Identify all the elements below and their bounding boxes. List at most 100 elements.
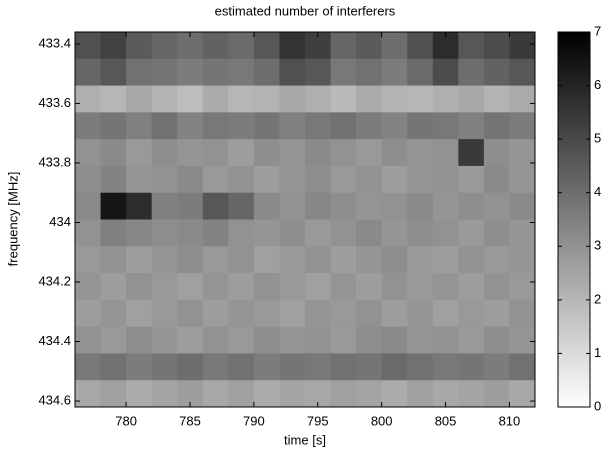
y-tick-label: 434.6 — [38, 392, 71, 407]
heatmap-cell — [279, 299, 306, 328]
heatmap-cell — [483, 273, 510, 301]
heatmap-cell — [228, 326, 255, 354]
heatmap-cell — [407, 246, 434, 274]
heatmap-cell — [509, 165, 536, 194]
heatmap-cell — [330, 326, 357, 354]
heatmap-cell — [356, 380, 383, 408]
heatmap-cell — [151, 139, 178, 167]
heatmap-cell — [253, 353, 280, 381]
heatmap-cell — [483, 139, 510, 167]
heatmap-cell — [228, 219, 255, 247]
heatmap-cell — [330, 299, 357, 328]
heatmap-cell — [305, 192, 332, 220]
heatmap-cell — [305, 58, 332, 87]
heatmap-cell — [100, 380, 127, 408]
heatmap-cell — [253, 219, 280, 247]
heatmap-cell — [381, 32, 408, 60]
heatmap-cell — [253, 32, 280, 60]
heatmap-cell — [75, 246, 102, 274]
heatmap-cell — [151, 219, 178, 247]
y-tick-label: 434.2 — [38, 273, 71, 288]
x-tick-label: 800 — [371, 413, 393, 428]
heatmap-cell — [509, 192, 536, 220]
heatmap-cell — [75, 353, 102, 381]
heatmap-cell — [458, 380, 485, 408]
y-tick-label: 434 — [49, 214, 71, 229]
x-tick-label: 780 — [115, 413, 137, 428]
heatmap-cell — [407, 112, 434, 140]
heatmap-cell — [279, 219, 306, 247]
heatmap-cell — [228, 192, 255, 220]
heatmap-cell — [202, 165, 229, 194]
heatmap-cell — [100, 192, 127, 220]
y-tick-label: 433.6 — [38, 95, 71, 110]
heatmap-cell — [228, 139, 255, 167]
heatmap-cell — [100, 165, 127, 194]
heatmap-cell — [126, 219, 153, 247]
heatmap-cell — [458, 32, 485, 60]
heatmap-cell — [381, 139, 408, 167]
heatmap-cell — [75, 85, 102, 113]
heatmap-cell — [407, 85, 434, 113]
heatmap-cell — [407, 32, 434, 60]
heatmap-cell — [279, 192, 306, 220]
heatmap-cell — [458, 165, 485, 194]
heatmap-cell — [356, 32, 383, 60]
heatmap-cell — [75, 380, 102, 408]
y-tick-label: 434.4 — [38, 333, 71, 348]
y-tick-label: 433.4 — [38, 35, 71, 50]
y-axis-label: frequency [MHz] — [5, 172, 20, 267]
heatmap-cell — [279, 139, 306, 167]
heatmap-cell — [432, 192, 459, 220]
heatmap-cell — [228, 32, 255, 60]
colorbar-tick-label: 3 — [594, 238, 601, 253]
heatmap-cell — [432, 219, 459, 247]
heatmap-cell — [100, 246, 127, 274]
heatmap-cell — [356, 246, 383, 274]
heatmap-cell — [356, 165, 383, 194]
heatmap-cell — [100, 32, 127, 60]
heatmap-cell — [330, 165, 357, 194]
heatmap-cell — [228, 165, 255, 194]
heatmap-cell — [305, 299, 332, 328]
heatmap-cell — [75, 192, 102, 220]
heatmap-cell — [228, 112, 255, 140]
heatmap-cell — [253, 380, 280, 408]
heatmap-cell — [151, 85, 178, 113]
heatmap-cell — [305, 112, 332, 140]
heatmap-cell — [381, 380, 408, 408]
heatmap-cell — [330, 353, 357, 381]
heatmap-cell — [509, 326, 536, 354]
heatmap-cell — [330, 246, 357, 274]
heatmap-cell — [483, 299, 510, 328]
colorbar-tick-label: 1 — [594, 345, 601, 360]
heatmap-cell — [177, 246, 204, 274]
heatmap-cell — [330, 380, 357, 408]
heatmap-cell — [432, 112, 459, 140]
heatmap-cell — [253, 139, 280, 167]
heatmap-cell — [407, 299, 434, 328]
heatmap-cell — [202, 326, 229, 354]
heatmap-cell — [381, 58, 408, 87]
heatmap-cell — [100, 353, 127, 381]
colorbar-tick-label: 0 — [594, 398, 601, 413]
heatmap-cell — [126, 58, 153, 87]
heatmap-cell — [381, 85, 408, 113]
heatmap-cell — [305, 219, 332, 247]
heatmap-cell — [202, 273, 229, 301]
heatmap-cell — [509, 380, 536, 408]
heatmap-cell — [126, 112, 153, 140]
heatmap-cell — [202, 85, 229, 113]
heatmap-cell — [177, 219, 204, 247]
heatmap-cell — [75, 32, 102, 60]
heatmap-cell — [75, 112, 102, 140]
heatmap-cell — [356, 192, 383, 220]
heatmap-cell — [228, 380, 255, 408]
heatmap-cell — [100, 219, 127, 247]
heatmap-cell — [151, 326, 178, 354]
heatmap-cell — [126, 139, 153, 167]
heatmap-cell — [126, 273, 153, 301]
heatmap-cell — [458, 299, 485, 328]
heatmap-cell — [330, 85, 357, 113]
